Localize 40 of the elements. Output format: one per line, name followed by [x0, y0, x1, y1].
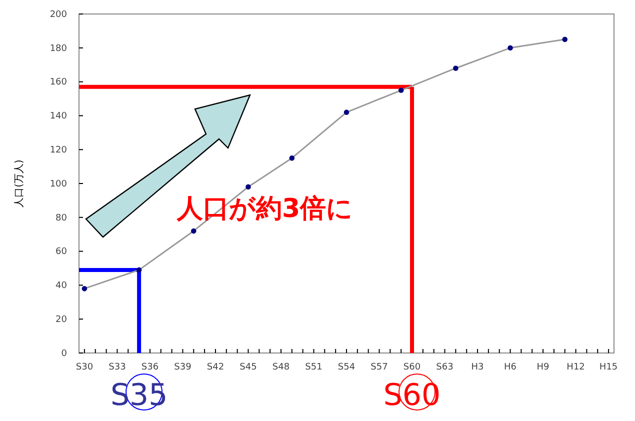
x-tick-label: S48: [272, 362, 290, 372]
point: [508, 45, 513, 51]
point: [562, 36, 568, 42]
y-tick-label: 60: [56, 247, 68, 258]
y-tick-label: 200: [50, 10, 68, 20]
y-tick-label: 160: [50, 78, 68, 88]
point: [190, 228, 196, 234]
x-tick-label: S57: [370, 362, 388, 372]
point: [453, 66, 458, 71]
annotation: 人口が約3倍に: [176, 194, 354, 224]
y-axis-title: 人口(万人): [14, 160, 25, 208]
y-tick-label: 0: [61, 348, 68, 359]
y-tick-label: 80: [56, 213, 68, 224]
y-tick-label: 120: [50, 145, 68, 156]
x-tick-label: S60: [403, 362, 421, 372]
y-tick-label: 20: [56, 314, 68, 325]
y-tick-label: 40: [56, 281, 68, 292]
x-tick-label: S51: [305, 362, 322, 372]
y-tick-label: 100: [50, 179, 68, 190]
x-tick-label: S39: [174, 362, 192, 372]
point: [246, 184, 251, 190]
x-tick-label: S30: [76, 362, 94, 372]
point: [82, 286, 88, 292]
x-tick-label: S42: [206, 362, 224, 372]
point: [398, 88, 404, 93]
x-tick-label: S45: [240, 362, 257, 372]
point: [289, 155, 295, 161]
point: [344, 110, 350, 115]
x-tick-label: H3: [471, 362, 484, 372]
x-tick-label: S33: [108, 362, 126, 372]
y-tick-label: 180: [50, 44, 68, 54]
x-tick-label: H6: [504, 362, 517, 372]
x-tick-label: S63: [436, 362, 454, 372]
x-tick-label: S36: [141, 362, 159, 372]
x-tick-label: H9: [536, 362, 550, 372]
point: [136, 267, 142, 273]
x-tick-label: H12: [566, 362, 585, 372]
x-tick-label: S54: [338, 362, 356, 372]
x-tick-label: H15: [599, 362, 618, 372]
y-tick-label: 140: [50, 112, 68, 122]
